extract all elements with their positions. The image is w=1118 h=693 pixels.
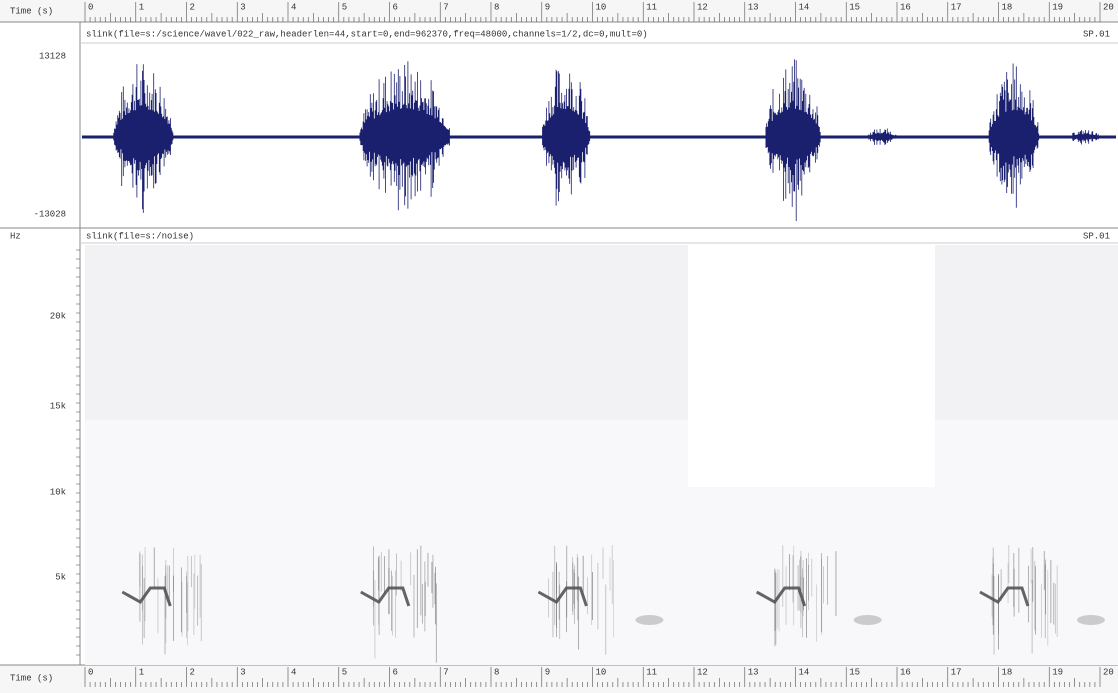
unit-label: Hz [10, 231, 21, 241]
tick-label: 13 [748, 2, 759, 12]
tick-label: 1 [139, 667, 144, 677]
spectrogram-blank [688, 245, 935, 487]
tick-label: 12 [697, 2, 708, 12]
tick-label: 5 [342, 2, 347, 12]
tick-label: 0 [88, 667, 93, 677]
tick-label: 12 [697, 667, 708, 677]
panel-header: slink(file=s:/science/wavel/022_raw,head… [86, 29, 648, 39]
tick-label: 8 [494, 2, 499, 12]
tick-label: 16 [900, 2, 911, 12]
y-label: 15k [50, 401, 66, 411]
tick-label: 15 [849, 2, 860, 12]
tick-label: 13 [748, 667, 759, 677]
tick-label: 6 [393, 2, 398, 12]
tick-label: 0 [88, 2, 93, 12]
tick-label: 18 [1002, 667, 1013, 677]
tick-label: 6 [393, 667, 398, 677]
syllable [1077, 615, 1105, 625]
y-label: 5k [55, 572, 66, 582]
tick-label: 16 [900, 667, 911, 677]
tick-label: 1 [139, 2, 144, 12]
tick-label: 4 [291, 667, 296, 677]
tick-label: 10 [596, 667, 607, 677]
tick-label: 4 [291, 2, 296, 12]
y-label: 13128 [39, 51, 66, 61]
tick-label: 2 [190, 2, 195, 12]
tick-label: 14 [799, 667, 810, 677]
tick-label: 2 [190, 667, 195, 677]
tick-label: 7 [443, 667, 448, 677]
spectrogram-noise [85, 420, 1118, 665]
tick-label: 11 [646, 2, 657, 12]
tick-label: 7 [443, 2, 448, 12]
syllable [854, 615, 882, 625]
tick-label: 9 [545, 2, 550, 12]
tick-label: 20 [1103, 667, 1114, 677]
tick-label: 19 [1052, 667, 1063, 677]
tick-label: 8 [494, 667, 499, 677]
y-label: -13028 [34, 209, 66, 219]
axis-label: Time (s) [10, 673, 53, 683]
app-window: Time (s) Time (s) slink(file=s:/science/… [0, 0, 1118, 693]
tick-label: 11 [646, 667, 657, 677]
panel-corner: SP.01 [1083, 29, 1110, 39]
tick-label: 19 [1052, 2, 1063, 12]
tick-label: 17 [951, 2, 962, 12]
y-label: 20k [50, 311, 66, 321]
tick-label: 3 [240, 667, 245, 677]
tick-label: 17 [951, 667, 962, 677]
tick-label: 20 [1103, 2, 1114, 12]
tick-label: 3 [240, 2, 245, 12]
panel-header: slink(file=s:/noise) [86, 231, 194, 241]
axis-label: Time (s) [10, 6, 53, 16]
tick-label: 9 [545, 667, 550, 677]
tick-label: 15 [849, 667, 860, 677]
y-label: 10k [50, 487, 66, 497]
syllable [635, 615, 663, 625]
tick-label: 10 [596, 2, 607, 12]
tick-label: 14 [799, 2, 810, 12]
tick-label: 18 [1002, 2, 1013, 12]
panel-corner: SP.01 [1083, 231, 1110, 241]
tick-label: 5 [342, 667, 347, 677]
